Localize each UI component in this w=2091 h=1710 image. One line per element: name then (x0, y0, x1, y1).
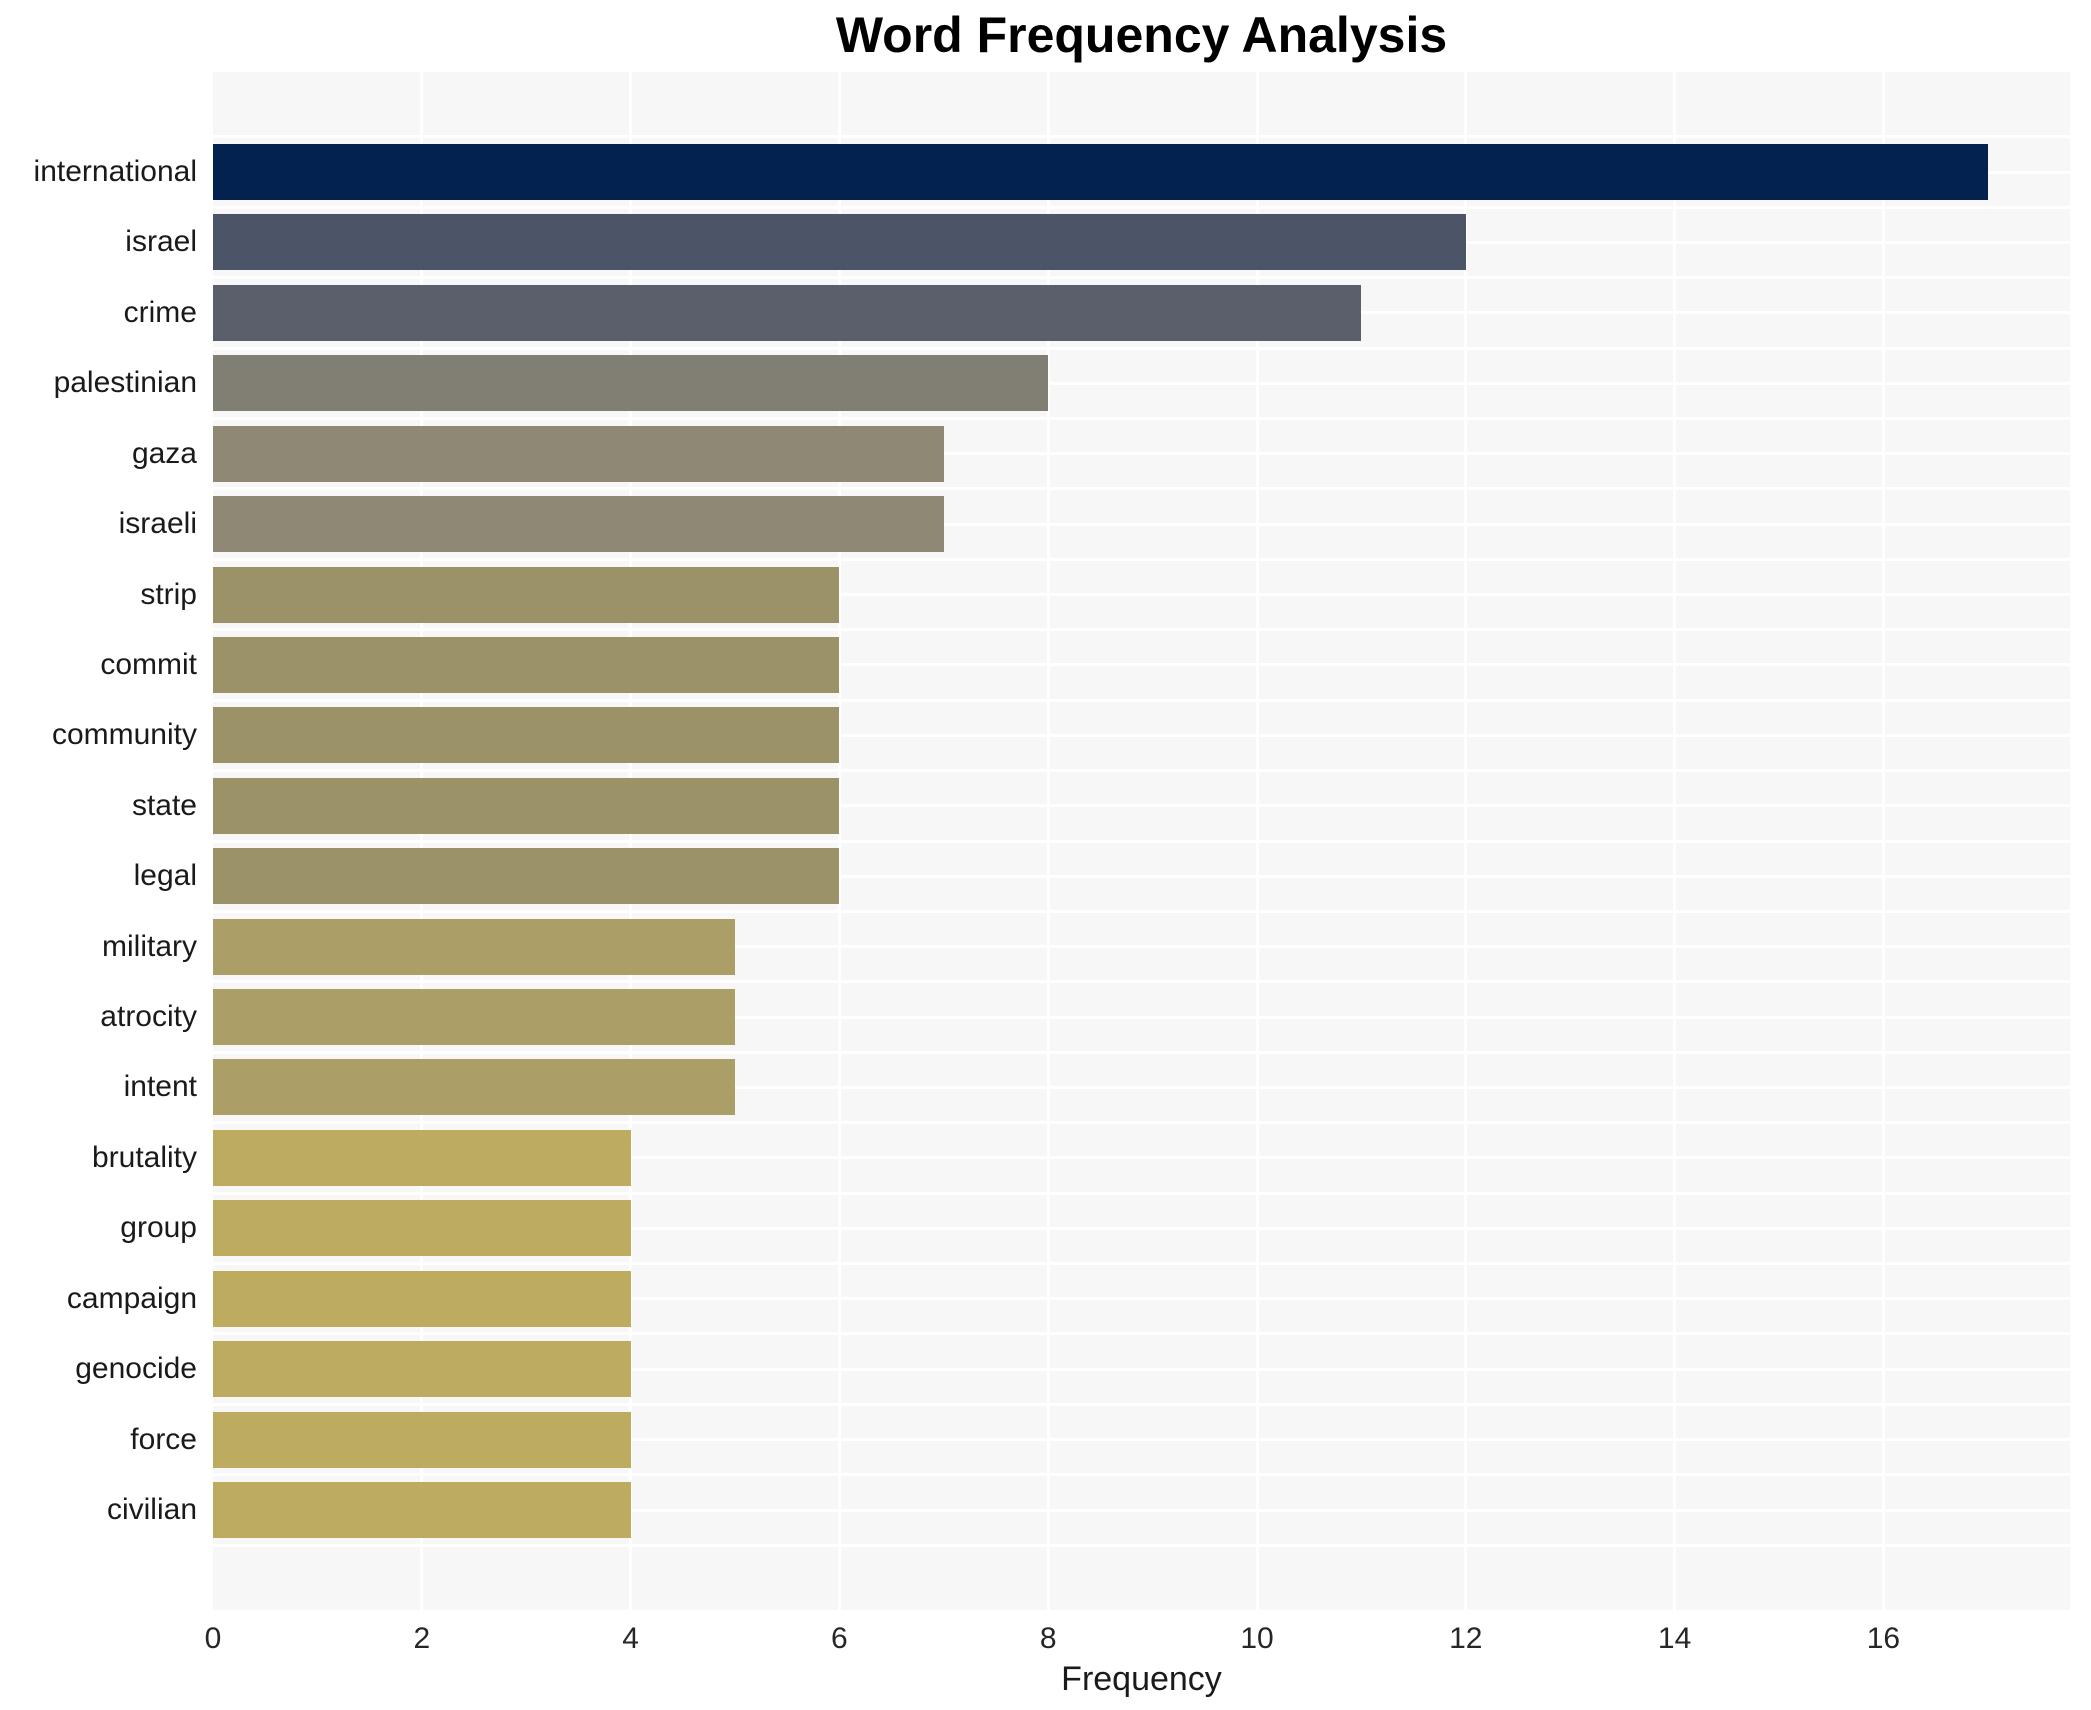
frequency-bar (213, 1200, 631, 1257)
horizontal-gridline (213, 1121, 2070, 1125)
horizontal-gridline (213, 346, 2070, 350)
category-label: brutality (91, 1140, 197, 1174)
horizontal-gridline (213, 980, 2070, 984)
horizontal-gridline (213, 1226, 2070, 1230)
horizontal-gridline (213, 522, 2070, 526)
x-tick-label: 16 (1866, 1622, 1901, 1655)
vertical-gridline (1255, 72, 1259, 1610)
vertical-gridline (1464, 72, 1468, 1610)
category-label: crime (123, 295, 197, 329)
frequency-bar (213, 144, 1988, 200)
x-tick-label: 8 (1039, 1622, 1057, 1655)
vertical-gridline (837, 72, 841, 1610)
frequency-bar (213, 1270, 631, 1327)
frequency-bar (213, 989, 735, 1046)
horizontal-gridline (213, 804, 2070, 808)
category-label: campaign (66, 1281, 197, 1315)
category-label: gaza (131, 436, 197, 470)
horizontal-gridline (213, 452, 2070, 456)
frequency-bar (213, 848, 840, 905)
horizontal-gridline (213, 628, 2070, 632)
vertical-gridline (1881, 72, 1885, 1610)
frequency-bar (213, 918, 735, 975)
horizontal-gridline (213, 276, 2070, 280)
x-tick-label: 10 (1240, 1622, 1274, 1655)
category-label: israeli (118, 507, 197, 541)
horizontal-gridline (213, 839, 2070, 843)
horizontal-gridline (213, 663, 2070, 667)
category-label: intent (123, 1070, 197, 1104)
frequency-bar (213, 707, 840, 764)
horizontal-gridline (213, 487, 2070, 491)
frequency-bar (213, 1059, 735, 1116)
frequency-bar (213, 425, 944, 482)
horizontal-gridline (213, 909, 2070, 913)
category-label: palestinian (53, 366, 197, 400)
horizontal-gridline (213, 698, 2070, 702)
horizontal-gridline (213, 1262, 2070, 1266)
horizontal-gridline (213, 1332, 2070, 1336)
horizontal-gridline (213, 1156, 2070, 1160)
category-label: military (102, 929, 197, 963)
horizontal-gridline (213, 1297, 2070, 1301)
horizontal-gridline (213, 1402, 2070, 1406)
category-label: civilian (106, 1493, 197, 1526)
frequency-bar (213, 1482, 631, 1538)
category-label: legal (133, 859, 197, 893)
frequency-bar (213, 1129, 631, 1186)
x-tick-label: 2 (413, 1622, 431, 1655)
category-label: community (51, 718, 197, 752)
horizontal-gridline (213, 416, 2070, 420)
horizontal-gridline (213, 1085, 2070, 1089)
horizontal-gridline (213, 557, 2070, 561)
x-tick-label: 6 (831, 1622, 848, 1655)
frequency-bar (213, 284, 1362, 341)
horizontal-gridline (213, 135, 2070, 139)
frequency-bar (213, 1341, 631, 1398)
category-label: strip (140, 577, 197, 611)
x-tick-label: 4 (622, 1622, 639, 1655)
horizontal-gridline (213, 1367, 2070, 1371)
vertical-gridline (629, 72, 633, 1610)
horizontal-gridline (213, 205, 2070, 209)
vertical-gridline (1673, 72, 1677, 1610)
frequency-bar (213, 1411, 631, 1468)
category-label: commit (100, 647, 197, 681)
category-label: atrocity (100, 1000, 197, 1034)
category-label: force (130, 1422, 197, 1456)
frequency-bar (213, 777, 840, 834)
vertical-gridline (1046, 72, 1050, 1610)
horizontal-gridline (213, 733, 2070, 737)
horizontal-gridline (213, 1473, 2070, 1477)
frequency-bar (213, 214, 1466, 271)
frequency-bar (213, 496, 944, 553)
plot-area (213, 72, 2070, 1610)
category-label: international (33, 155, 197, 188)
horizontal-gridline (213, 874, 2070, 878)
horizontal-gridline (213, 1191, 2070, 1195)
x-axis-label: Frequency (1061, 1660, 1222, 1698)
horizontal-gridline (213, 1015, 2070, 1019)
vertical-gridline (420, 72, 424, 1610)
frequency-bar (213, 636, 840, 693)
horizontal-gridline (213, 1438, 2070, 1442)
category-label: genocide (75, 1352, 197, 1386)
chart-title: Word Frequency Analysis (835, 7, 1448, 63)
x-tick-label: 12 (1449, 1622, 1483, 1655)
horizontal-gridline (213, 593, 2070, 597)
horizontal-gridline (213, 1050, 2070, 1054)
frequency-bar (213, 355, 1049, 412)
horizontal-gridline (213, 1508, 2070, 1512)
x-tick-label: 14 (1657, 1622, 1692, 1655)
category-label: israel (125, 225, 197, 259)
horizontal-gridline (213, 945, 2070, 949)
horizontal-gridline (213, 769, 2070, 773)
x-tick-label: 0 (204, 1622, 222, 1655)
category-label: group (120, 1211, 197, 1245)
category-label: state (131, 788, 197, 822)
frequency-bar (213, 566, 840, 623)
horizontal-gridline (213, 381, 2070, 385)
horizontal-gridline (213, 1543, 2070, 1547)
